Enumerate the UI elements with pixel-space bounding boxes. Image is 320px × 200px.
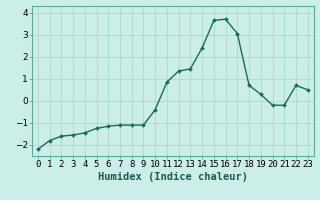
X-axis label: Humidex (Indice chaleur): Humidex (Indice chaleur): [98, 172, 248, 182]
